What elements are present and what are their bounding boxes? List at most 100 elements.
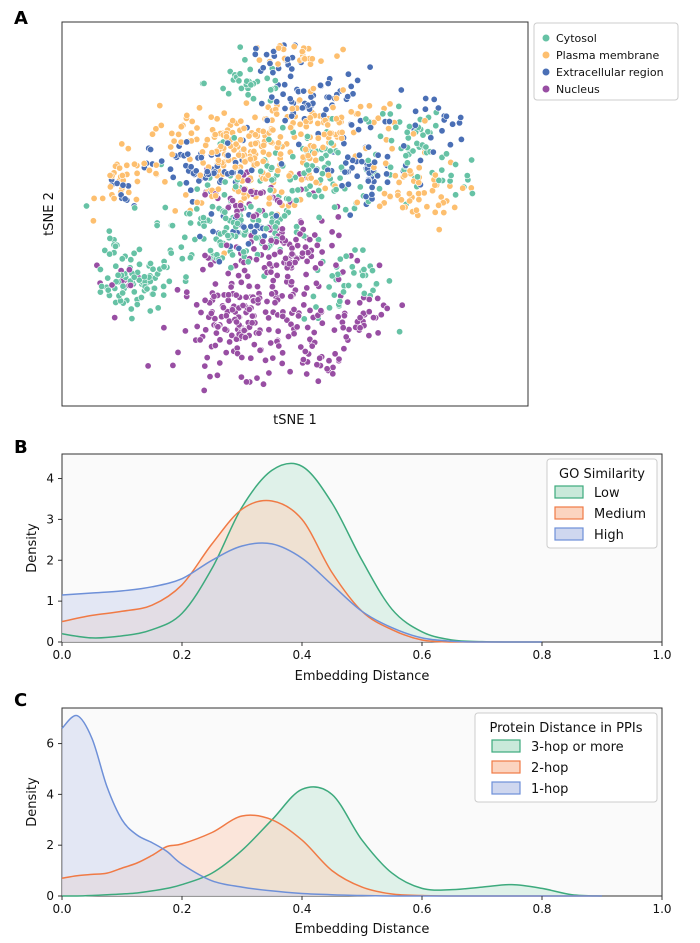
scatter-point-cytosol xyxy=(300,315,308,323)
scatter-point-nucleus xyxy=(247,354,255,362)
scatter-point-extracellular-region xyxy=(281,81,289,89)
scatter-point-extracellular-region xyxy=(325,93,333,101)
scatter-point-plasma-membrane xyxy=(259,148,267,156)
scatter-point-plasma-membrane xyxy=(171,207,179,215)
scatter-point-nucleus xyxy=(265,260,273,268)
scatter-point-cytosol xyxy=(267,86,275,94)
scatter-point-plasma-membrane xyxy=(132,196,140,204)
scatter-point-cytosol xyxy=(246,65,254,73)
scatter-point-cytosol xyxy=(327,139,335,147)
scatter-point-extracellular-region xyxy=(324,80,332,88)
scatter-point-extracellular-region xyxy=(457,114,465,122)
scatter-point-nucleus xyxy=(287,292,295,300)
scatter-point-extracellular-region xyxy=(240,223,248,231)
scatter-point-cytosol xyxy=(336,174,344,182)
scatter-point-cytosol xyxy=(403,159,411,167)
scatter-point-cytosol xyxy=(330,291,338,299)
scatter-point-cytosol xyxy=(130,249,138,257)
scatter-point-plasma-membrane xyxy=(193,198,201,206)
scatter-point-nucleus xyxy=(329,370,337,378)
legend-marker-extracellular-region xyxy=(542,68,550,76)
scatter-point-plasma-membrane xyxy=(118,172,126,180)
legend-label-2-hop: 2-hop xyxy=(531,761,568,776)
legend-marker-cytosol xyxy=(542,34,550,42)
scatter-point-extracellular-region xyxy=(258,100,266,108)
scatter-point-extracellular-region xyxy=(286,95,294,103)
scatter-point-plasma-membrane xyxy=(152,161,160,169)
scatter-point-extracellular-region xyxy=(192,167,200,175)
scatter-point-nucleus xyxy=(267,268,275,276)
scatter-point-nucleus xyxy=(265,326,273,334)
scatter-point-plasma-membrane xyxy=(251,113,259,121)
scatter-point-cytosol xyxy=(392,123,400,131)
scatter-point-cytosol xyxy=(318,155,326,163)
scatter-point-nucleus xyxy=(261,356,269,364)
scatter-point-cytosol xyxy=(360,265,368,273)
scatter-point-cytosol xyxy=(362,115,370,123)
scatter-point-plasma-membrane xyxy=(269,126,277,134)
scatter-point-nucleus xyxy=(268,283,276,291)
scatter-point-nucleus xyxy=(201,296,209,304)
scatter-point-cytosol xyxy=(303,161,311,169)
scatter-point-plasma-membrane xyxy=(237,117,245,125)
scatter-point-cytosol xyxy=(222,214,230,222)
scatter-point-plasma-membrane xyxy=(212,192,220,200)
scatter-point-extracellular-region xyxy=(209,228,217,236)
scatter-point-cytosol xyxy=(104,286,112,294)
scatter-point-cytosol xyxy=(281,212,289,220)
density-b-area-high xyxy=(62,542,542,642)
legend-marker-plasma-membrane xyxy=(542,51,550,59)
scatter-point-extracellular-region xyxy=(421,105,429,113)
scatter-point-nucleus xyxy=(290,330,298,338)
scatter-point-cytosol xyxy=(285,195,293,203)
scatter-point-nucleus xyxy=(325,357,333,365)
scatter-point-extracellular-region xyxy=(367,124,375,132)
scatter-point-nucleus xyxy=(237,373,245,381)
legend-swatch-low xyxy=(554,485,584,499)
scatter-point-plasma-membrane xyxy=(287,124,295,132)
scatter-point-extracellular-region xyxy=(364,177,372,185)
scatter-point-extracellular-region xyxy=(442,112,450,120)
scatter-point-cytosol xyxy=(236,43,244,51)
scatter-point-plasma-membrane xyxy=(170,137,178,145)
scatter-point-plasma-membrane xyxy=(183,111,191,119)
scatter-point-nucleus xyxy=(308,342,316,350)
scatter-point-nucleus xyxy=(234,350,242,358)
scatter-point-cytosol xyxy=(151,284,159,292)
scatter-point-cytosol xyxy=(315,187,323,195)
scatter-point-cytosol xyxy=(432,122,440,130)
scatter-point-nucleus xyxy=(223,241,231,249)
scatter-point-plasma-membrane xyxy=(245,132,253,140)
density-c-y-tick-label: 6 xyxy=(46,737,54,751)
scatter-point-nucleus xyxy=(201,252,209,260)
scatter-point-cytosol xyxy=(160,282,168,290)
scatter-point-nucleus xyxy=(282,254,290,262)
scatter-point-cytosol xyxy=(154,304,162,312)
scatter-point-cytosol xyxy=(325,304,333,312)
scatter-point-cytosol xyxy=(143,285,151,293)
scatter-point-extracellular-region xyxy=(422,95,430,103)
scatter-point-extracellular-region xyxy=(273,98,281,106)
scatter-point-cytosol xyxy=(250,95,258,103)
legend-marker-nucleus xyxy=(542,85,550,93)
scatter-point-nucleus xyxy=(301,347,309,355)
scatter-point-extracellular-region xyxy=(224,151,232,159)
density-c-legend-box xyxy=(474,712,658,803)
density-c-x-tick-label: 1.0 xyxy=(652,902,671,916)
density-b-y-tick-label: 1 xyxy=(46,594,54,608)
scatter-point-cytosol xyxy=(230,134,238,142)
scatter-point-nucleus xyxy=(241,266,249,274)
scatter-point-extracellular-region xyxy=(429,148,437,156)
scatter-point-nucleus xyxy=(330,326,338,334)
density-c-area-1-hop xyxy=(62,715,602,896)
scatter-point-nucleus xyxy=(278,225,286,233)
scatter-point-nucleus xyxy=(221,325,229,333)
scatter-point-plasma-membrane xyxy=(123,161,131,169)
legend-label-3-hop: 3-hop or more xyxy=(531,740,624,755)
scatter-point-cytosol xyxy=(149,265,157,273)
scatter-point-nucleus xyxy=(300,290,308,298)
scatter-point-nucleus xyxy=(268,290,276,298)
scatter-point-cytosol xyxy=(342,206,350,214)
scatter-point-cytosol xyxy=(146,307,154,315)
scatter-point-cytosol xyxy=(234,219,242,227)
